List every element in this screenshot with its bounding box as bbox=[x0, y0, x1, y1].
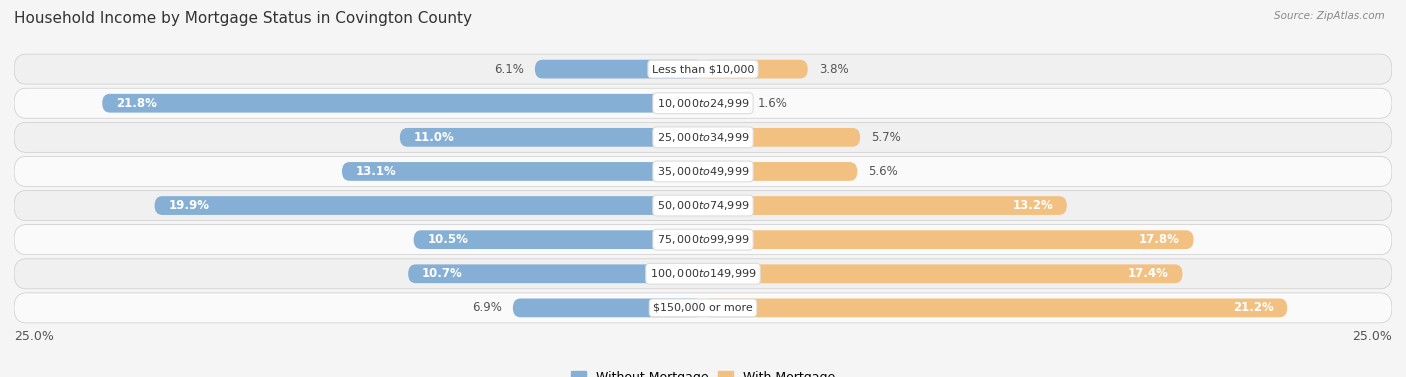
FancyBboxPatch shape bbox=[155, 196, 703, 215]
FancyBboxPatch shape bbox=[703, 264, 1182, 283]
FancyBboxPatch shape bbox=[703, 299, 1288, 317]
FancyBboxPatch shape bbox=[408, 264, 703, 283]
Text: $75,000 to $99,999: $75,000 to $99,999 bbox=[657, 233, 749, 246]
Text: 10.5%: 10.5% bbox=[427, 233, 468, 246]
Text: Source: ZipAtlas.com: Source: ZipAtlas.com bbox=[1274, 11, 1385, 21]
Text: $150,000 or more: $150,000 or more bbox=[654, 303, 752, 313]
Text: 13.1%: 13.1% bbox=[356, 165, 396, 178]
FancyBboxPatch shape bbox=[14, 293, 1392, 323]
Text: 21.8%: 21.8% bbox=[117, 97, 157, 110]
Text: 6.9%: 6.9% bbox=[472, 301, 502, 314]
Text: 25.0%: 25.0% bbox=[1353, 330, 1392, 343]
Text: 5.7%: 5.7% bbox=[872, 131, 901, 144]
FancyBboxPatch shape bbox=[103, 94, 703, 113]
Text: 19.9%: 19.9% bbox=[169, 199, 209, 212]
Text: 21.2%: 21.2% bbox=[1233, 301, 1274, 314]
FancyBboxPatch shape bbox=[14, 122, 1392, 152]
FancyBboxPatch shape bbox=[14, 190, 1392, 221]
FancyBboxPatch shape bbox=[703, 128, 860, 147]
FancyBboxPatch shape bbox=[703, 94, 747, 113]
Text: 17.4%: 17.4% bbox=[1128, 267, 1168, 280]
Text: $50,000 to $74,999: $50,000 to $74,999 bbox=[657, 199, 749, 212]
Text: 1.6%: 1.6% bbox=[758, 97, 787, 110]
Text: Household Income by Mortgage Status in Covington County: Household Income by Mortgage Status in C… bbox=[14, 11, 472, 26]
Text: 6.1%: 6.1% bbox=[494, 63, 524, 76]
FancyBboxPatch shape bbox=[534, 60, 703, 78]
FancyBboxPatch shape bbox=[14, 54, 1392, 84]
FancyBboxPatch shape bbox=[14, 88, 1392, 118]
Text: 3.8%: 3.8% bbox=[818, 63, 848, 76]
FancyBboxPatch shape bbox=[413, 230, 703, 249]
Text: $100,000 to $149,999: $100,000 to $149,999 bbox=[650, 267, 756, 280]
FancyBboxPatch shape bbox=[14, 225, 1392, 255]
Text: 10.7%: 10.7% bbox=[422, 267, 463, 280]
FancyBboxPatch shape bbox=[14, 259, 1392, 289]
Text: 11.0%: 11.0% bbox=[413, 131, 454, 144]
Legend: Without Mortgage, With Mortgage: Without Mortgage, With Mortgage bbox=[565, 366, 841, 377]
FancyBboxPatch shape bbox=[399, 128, 703, 147]
FancyBboxPatch shape bbox=[703, 230, 1194, 249]
Text: 5.6%: 5.6% bbox=[869, 165, 898, 178]
Text: $10,000 to $24,999: $10,000 to $24,999 bbox=[657, 97, 749, 110]
Text: 25.0%: 25.0% bbox=[14, 330, 53, 343]
Text: 13.2%: 13.2% bbox=[1012, 199, 1053, 212]
FancyBboxPatch shape bbox=[14, 156, 1392, 187]
Text: 17.8%: 17.8% bbox=[1139, 233, 1180, 246]
FancyBboxPatch shape bbox=[703, 162, 858, 181]
Text: Less than $10,000: Less than $10,000 bbox=[652, 64, 754, 74]
Text: $35,000 to $49,999: $35,000 to $49,999 bbox=[657, 165, 749, 178]
FancyBboxPatch shape bbox=[703, 196, 1067, 215]
FancyBboxPatch shape bbox=[703, 60, 807, 78]
FancyBboxPatch shape bbox=[513, 299, 703, 317]
FancyBboxPatch shape bbox=[342, 162, 703, 181]
Text: $25,000 to $34,999: $25,000 to $34,999 bbox=[657, 131, 749, 144]
